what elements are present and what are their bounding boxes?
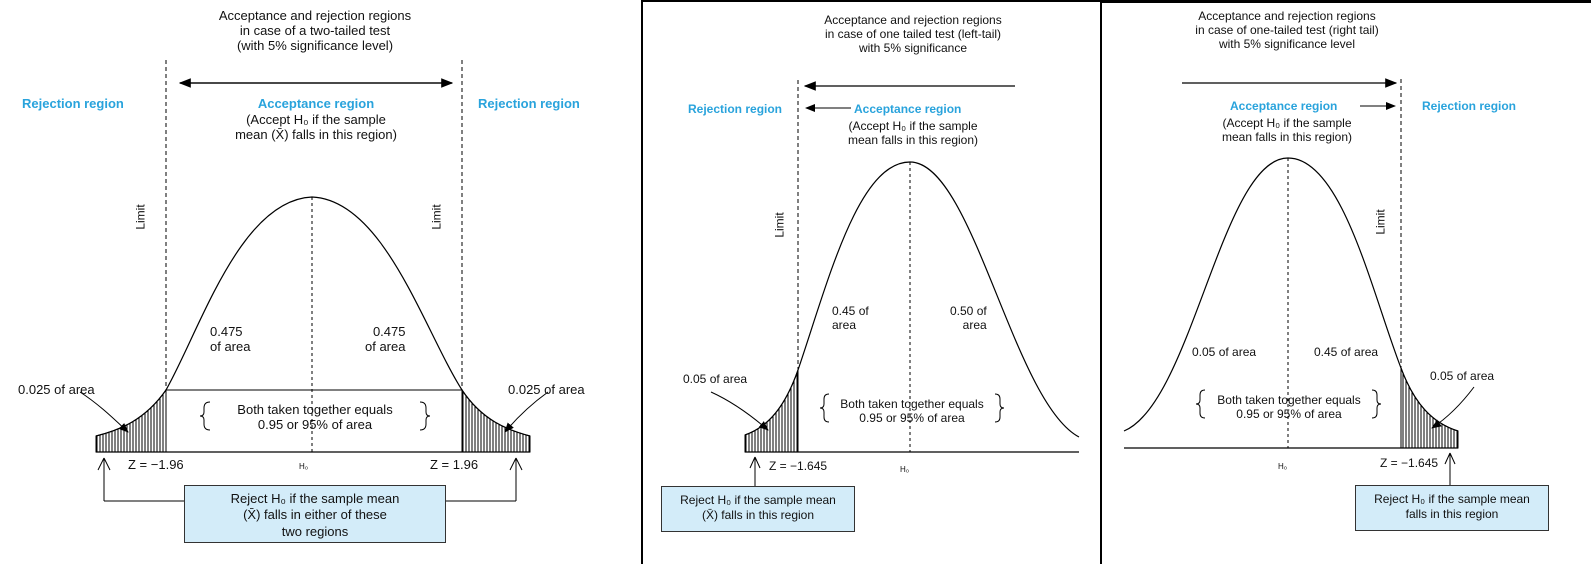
limit-label-left: Limit — [133, 204, 148, 230]
title-line: Acceptance and rejection regions — [1198, 9, 1376, 23]
area-value: 0.45 of — [832, 304, 869, 318]
title-line: (with 5% significance level) — [236, 37, 394, 53]
area-value: 0.475 — [372, 324, 406, 339]
h0-label: H₀ — [299, 462, 309, 471]
reject-line: Reject H₀ if the sample mean — [230, 491, 400, 506]
two-tailed-title: Acceptance and rejection regions in case… — [160, 8, 470, 54]
right-tail-title: Acceptance and rejection regions in case… — [1157, 9, 1417, 51]
accept-note: (Accept H₀ if the sample mean (X̄) falls… — [180, 112, 452, 143]
note-line: mean falls in this region) — [1221, 129, 1353, 144]
z-right-label: Z = 1.96 — [430, 457, 479, 472]
together-line: Both taken together equals — [237, 402, 393, 417]
normal-curve — [1123, 157, 1459, 432]
two-tailed-diagram — [79, 60, 549, 502]
limit-label: Limit — [1373, 209, 1388, 235]
reject-line: (X̄) falls in either of these — [243, 507, 387, 523]
reject-line: (X̄) falls in this region — [701, 508, 815, 522]
acceptance-region-label: Acceptance region — [1230, 99, 1338, 113]
area-label-left-mid: 0.475 of area — [210, 324, 251, 355]
rejection-region-label: Rejection region — [688, 102, 783, 116]
both-together-label: Both taken together equals 0.95 or 95% o… — [210, 402, 420, 433]
tail-area-label: 0.05 of area — [1430, 369, 1495, 383]
h0-label: H₀ — [900, 465, 910, 474]
reject-line: Reject H₀ if the sample mean — [680, 493, 836, 507]
title-line: with 5% significance level — [1218, 36, 1356, 51]
tail-area-label: 0.05 of area — [683, 372, 748, 386]
rejection-region-label: Rejection region — [1422, 99, 1517, 113]
area-value: 0.475 — [210, 324, 243, 339]
two-tailed-panel: Acceptance and rejection regions in case… — [0, 0, 640, 564]
left-tail-diagram — [710, 80, 1080, 486]
rejection-region-left-label: Rejection region — [22, 96, 124, 111]
both-together-label: Both taken together equals 0.95 or 95% o… — [827, 397, 997, 426]
both-together-label: Both taken together equals 0.95 or 95% o… — [1204, 393, 1374, 422]
z-label: Z = −1.645 — [769, 459, 828, 473]
title-line: in case of a two-tailed test — [239, 22, 391, 38]
acceptance-region-label: Acceptance region — [854, 102, 962, 116]
left-tail-title: Acceptance and rejection regions in case… — [788, 13, 1038, 55]
note-line: (Accept H₀ if the sample — [246, 112, 386, 127]
acceptance-region-label: Acceptance region — [257, 96, 375, 111]
note-line: (Accept H₀ if the sample — [848, 119, 978, 133]
area-unit: of area — [365, 338, 406, 354]
title-line: in case of one tailed test (left-tail) — [824, 26, 1002, 41]
accept-note: (Accept H₀ if the sample mean falls in t… — [1197, 116, 1377, 145]
z-label: Z = −1.645 — [1380, 456, 1439, 470]
reject-note-box: Reject H₀ if the sample mean falls in th… — [1355, 485, 1549, 531]
area-value: 0.50 of — [950, 304, 987, 318]
together-line: Both taken together equals — [1217, 393, 1361, 407]
right-tail-diagram — [1123, 78, 1475, 485]
tail-area-left-label: 0.025 of area — [18, 382, 95, 397]
area-label-right-mid: 0.475 of area — [365, 324, 406, 355]
h0-label: H₀ — [1278, 462, 1288, 471]
together-line: Both taken together equals — [840, 397, 984, 411]
title-line: Acceptance and rejection regions — [824, 13, 1002, 27]
reject-note-box: Reject H₀ if the sample mean (X̄) falls … — [661, 486, 855, 532]
note-line: mean falls in this region) — [847, 132, 979, 147]
area-unit: area — [962, 317, 987, 332]
together-line: 0.95 or 95% of area — [859, 410, 965, 425]
rejection-tail — [744, 369, 799, 453]
reject-line: Reject H₀ if the sample mean — [1374, 492, 1530, 506]
left-tail-panel: Acceptance and rejection regions in case… — [641, 0, 1100, 564]
area-unit: area — [832, 317, 857, 332]
limit-label: Limit — [772, 212, 787, 238]
left-rejection-tail — [95, 388, 167, 453]
reject-note-box: Reject H₀ if the sample mean (X̄) falls … — [184, 485, 446, 543]
limit-label-right: Limit — [429, 204, 444, 230]
title-line: Acceptance and rejection regions — [218, 8, 412, 23]
normal-curve — [95, 196, 531, 437]
area-label-left-mid: 0.45 of area — [832, 304, 869, 333]
rejection-region-right-label: Rejection region — [478, 96, 580, 111]
area-unit: of area — [210, 338, 251, 354]
area-label-right-mid: 0.50 of area — [950, 304, 987, 333]
title-line: with 5% significance — [858, 40, 968, 55]
title-line: in case of one-tailed test (right tail) — [1195, 22, 1379, 37]
reject-line: two regions — [281, 523, 349, 539]
right-tail-panel: Acceptance and rejection regions in case… — [1100, 0, 1591, 564]
right-rejection-tail — [461, 388, 531, 453]
note-line: mean (X̄) falls in this region) — [235, 126, 397, 142]
reject-line: falls in this region — [1405, 507, 1499, 521]
together-line: 0.95 or 95% of area — [1236, 406, 1342, 421]
z-left-label: Z = −1.96 — [128, 457, 184, 472]
area-label-right-mid: 0.45 of area — [1314, 345, 1379, 359]
accept-note: (Accept H₀ if the sample mean falls in t… — [823, 119, 1003, 148]
together-line: 0.95 or 95% of area — [257, 416, 373, 432]
tail-area-right-label: 0.025 of area — [508, 382, 585, 397]
note-line: (Accept H₀ if the sample — [1222, 116, 1352, 130]
area-label-left-mid: 0.05 of area — [1192, 345, 1257, 359]
normal-curve — [744, 161, 1080, 438]
